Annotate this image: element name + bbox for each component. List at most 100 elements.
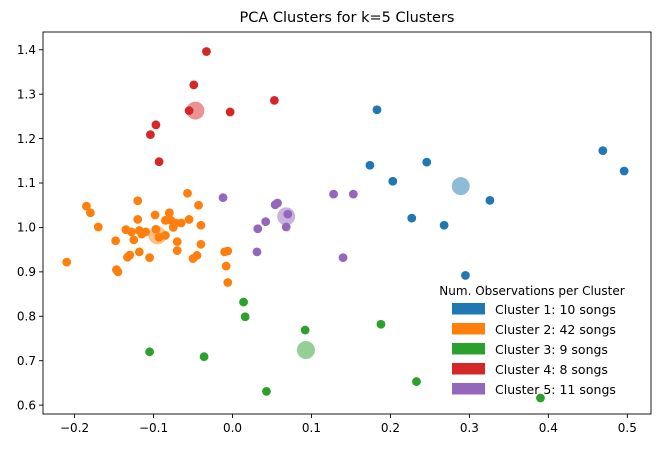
point-cluster-4-7 (225, 107, 235, 117)
point-cluster-1-2 (365, 160, 375, 170)
point-cluster-1-7 (461, 271, 470, 280)
point-cluster-4-8 (269, 96, 279, 105)
point-cluster-2-37 (196, 220, 206, 230)
point-cluster-2-2 (82, 201, 91, 211)
point-cluster-1-4 (422, 157, 432, 167)
point-cluster-1-1 (372, 105, 382, 115)
legend-label-cluster-2: Cluster 2: 42 songs (495, 322, 616, 337)
centroids-layer (148, 101, 470, 360)
point-cluster-2-13 (133, 196, 143, 206)
point-cluster-3-2 (199, 352, 209, 362)
centroid-cluster-5 (277, 207, 296, 226)
y-tick-label: 1.0 (17, 221, 36, 235)
point-cluster-5-10 (338, 253, 348, 263)
plot-frame (42, 31, 652, 415)
point-cluster-5-1 (218, 193, 228, 203)
y-tick-label: 1.1 (17, 176, 36, 190)
x-tick-label: 0.4 (539, 421, 558, 435)
point-cluster-1-9 (598, 146, 608, 155)
legend-swatch-cluster-2 (452, 323, 485, 335)
legend-title: Num. Observations per Cluster (439, 284, 624, 298)
point-cluster-2-18 (141, 227, 151, 237)
point-cluster-2-36 (194, 200, 203, 210)
point-cluster-1-10 (619, 166, 629, 176)
point-cluster-3-3 (239, 297, 248, 307)
point-cluster-2-14 (133, 215, 143, 224)
point-cluster-5-6 (273, 198, 282, 208)
point-cluster-2-33 (184, 215, 194, 224)
point-cluster-3-8 (412, 377, 421, 386)
centroid-cluster-4 (186, 101, 205, 120)
point-cluster-3-9 (536, 393, 545, 403)
legend-swatch-cluster-1 (452, 303, 485, 315)
point-cluster-2-20 (150, 210, 160, 220)
point-cluster-2-7 (113, 267, 123, 277)
point-cluster-4-1 (145, 130, 155, 140)
point-cluster-4-2 (151, 120, 161, 130)
point-cluster-2-32 (183, 188, 192, 198)
point-cluster-1-8 (485, 195, 495, 205)
centroid-cluster-2 (148, 226, 167, 245)
legend-label-cluster-4: Cluster 4: 8 songs (495, 362, 608, 377)
legend-label-cluster-5: Cluster 5: 11 songs (495, 382, 616, 397)
point-cluster-1-6 (439, 220, 449, 230)
point-cluster-2-40 (223, 246, 233, 256)
point-cluster-2-30 (172, 246, 182, 255)
point-cluster-2-11 (127, 227, 136, 237)
y-tick-label: 0.7 (17, 354, 36, 368)
centroid-cluster-1 (451, 177, 470, 196)
point-cluster-5-9 (348, 189, 358, 199)
points-layer (62, 47, 629, 403)
x-tick-label: 0.0 (223, 421, 242, 435)
point-cluster-5-8 (329, 189, 338, 199)
legend-label-cluster-1: Cluster 1: 10 songs (495, 302, 616, 317)
point-cluster-2-26 (164, 208, 174, 218)
legend-entries: Cluster 1: 10 songs Cluster 2: 42 songs Cl… (452, 302, 616, 397)
legend-swatch-cluster-3 (452, 343, 485, 355)
point-cluster-2-35 (192, 251, 202, 260)
chart-title: PCA Clusters for k=5 Clusters (240, 10, 455, 26)
point-cluster-2-3 (85, 208, 95, 218)
point-cluster-2-29 (172, 237, 182, 247)
y-tick-label: 0.9 (17, 265, 36, 279)
x-tick-label: −0.2 (60, 421, 89, 435)
point-cluster-2-17 (134, 247, 144, 257)
point-cluster-1-3 (388, 176, 398, 186)
point-cluster-2-38 (196, 239, 206, 249)
point-cluster-2-12 (129, 235, 139, 245)
point-cluster-2-5 (111, 236, 121, 246)
point-cluster-2-19 (145, 253, 154, 263)
y-tick-label: 1.4 (17, 43, 36, 57)
y-tick-label: 1.3 (17, 87, 36, 101)
point-cluster-4-5 (189, 80, 199, 90)
legend: Num. Observations per Cluster Cluster 1:… (439, 284, 624, 397)
y-tick-label: 0.8 (17, 309, 36, 323)
centroid-cluster-3 (296, 341, 315, 360)
point-cluster-3-1 (145, 347, 154, 357)
point-cluster-5-2 (253, 224, 263, 234)
y-tick-label: 1.2 (17, 132, 36, 146)
point-cluster-4-6 (202, 47, 211, 56)
point-cluster-2-4 (93, 222, 103, 232)
y-axis: 0.6 0.7 0.8 0.9 1.0 1.1 1.2 1.3 1.4 (17, 43, 43, 412)
point-cluster-3-5 (262, 386, 271, 396)
x-tick-label: 0.3 (460, 421, 479, 435)
point-cluster-5-3 (252, 247, 262, 257)
x-tick-label: −0.1 (139, 421, 168, 435)
point-cluster-4-3 (154, 157, 164, 167)
point-cluster-2-41 (221, 261, 231, 271)
point-cluster-2-42 (223, 278, 233, 287)
point-cluster-5-4 (261, 217, 271, 227)
legend-swatch-cluster-4 (452, 363, 485, 375)
y-tick-label: 0.6 (17, 398, 36, 412)
point-cluster-2-31 (176, 218, 186, 228)
x-tick-label: 0.2 (381, 421, 400, 435)
point-cluster-3-7 (376, 319, 386, 329)
x-tick-label: 0.1 (302, 421, 321, 435)
point-cluster-1-5 (407, 213, 417, 223)
x-tick-label: 0.5 (618, 421, 637, 435)
x-axis: −0.2 −0.1 0.0 0.1 0.2 0.3 0.4 0.5 (60, 414, 637, 435)
legend-swatch-cluster-5 (452, 383, 485, 395)
point-cluster-2-1 (62, 257, 72, 267)
